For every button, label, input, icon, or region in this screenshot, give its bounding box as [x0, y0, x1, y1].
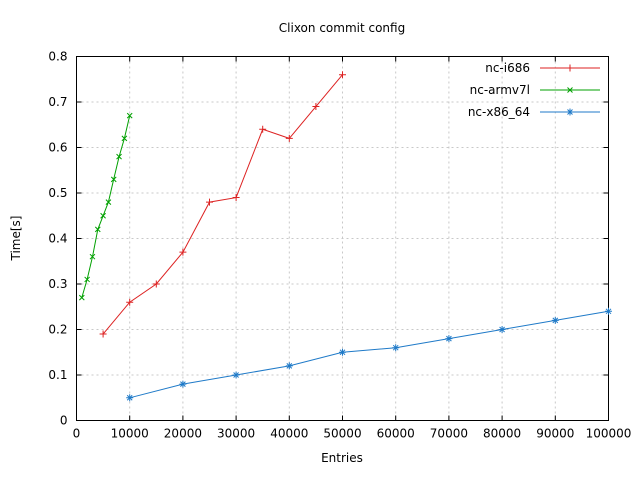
svg-text:0.5: 0.5: [48, 186, 67, 200]
svg-text:0.6: 0.6: [48, 141, 67, 155]
svg-text:50000: 50000: [323, 427, 361, 441]
series-nc-x86_64: [126, 307, 612, 402]
svg-text:0.7: 0.7: [48, 95, 67, 109]
svg-text:40000: 40000: [270, 427, 308, 441]
chart-title: Clixon commit config: [278, 21, 406, 35]
svg-text:0.4: 0.4: [48, 232, 67, 246]
legend-sample: [540, 108, 600, 116]
legend-sample: [540, 87, 600, 93]
legend-label: nc-i686: [485, 61, 530, 75]
legend-label: nc-armv7l: [470, 83, 530, 97]
svg-text:0.1: 0.1: [48, 368, 67, 382]
grid-lines: [76, 56, 609, 421]
x-axis-label: Entries: [321, 451, 363, 465]
svg-text:0.3: 0.3: [48, 277, 67, 291]
svg-text:0.2: 0.2: [48, 323, 67, 337]
svg-text:10000: 10000: [111, 427, 149, 441]
series-nc-i686: [99, 71, 346, 338]
svg-text:0.8: 0.8: [48, 50, 67, 64]
svg-text:20000: 20000: [164, 427, 202, 441]
svg-text:0: 0: [73, 427, 81, 441]
svg-text:0: 0: [60, 414, 68, 428]
svg-text:70000: 70000: [430, 427, 468, 441]
legend-sample: [540, 64, 600, 72]
svg-text:60000: 60000: [377, 427, 415, 441]
y-tick-labels: 0 0.1 0.2 0.3 0.4 0.5 0.6 0.7 0.8: [48, 50, 67, 428]
svg-text:30000: 30000: [217, 427, 255, 441]
svg-text:90000: 90000: [536, 427, 574, 441]
svg-text:80000: 80000: [483, 427, 521, 441]
axis-ticks: [76, 56, 609, 421]
x-tick-labels: 0 10000 20000 30000 40000 50000 60000 70000 8000…: [73, 427, 632, 441]
legend-label: nc-x86_64: [468, 105, 530, 119]
svg-text:100000: 100000: [586, 427, 632, 441]
series-nc-armv7l: [78, 112, 133, 301]
legend: nc-i686 nc-armv7l nc-x86_64: [468, 61, 600, 119]
